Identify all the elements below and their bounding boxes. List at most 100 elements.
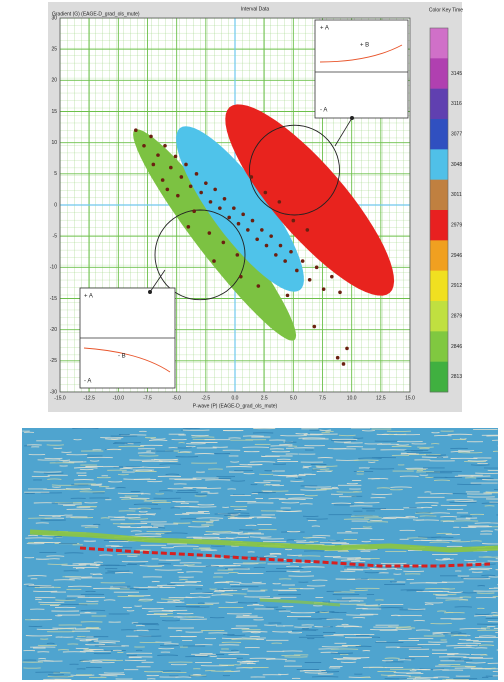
x-tick-label: 10.0 <box>347 395 357 401</box>
axes: -15.0 -12.5 -10.0 -7.5 -5.0 -2.5 0.0 2.5 5.0 7.5 1… <box>50 15 415 401</box>
texture-stroke <box>358 457 382 459</box>
point <box>278 243 283 248</box>
point <box>142 143 146 148</box>
point <box>232 206 236 210</box>
texture-stroke <box>70 674 95 677</box>
cluster-ellipse <box>176 126 304 292</box>
colorbar-segment <box>430 331 448 362</box>
texture-stroke <box>84 526 99 529</box>
point <box>335 355 340 360</box>
texture-stroke <box>331 486 339 489</box>
y-tick-label: 25 <box>51 46 57 52</box>
point <box>156 153 160 157</box>
texture-stroke <box>92 523 101 526</box>
texture-stroke <box>103 599 116 601</box>
y-tick-label: 15 <box>51 109 57 115</box>
colorbar-segment <box>430 179 448 211</box>
x-tick-label: 15.0 <box>405 395 415 401</box>
point <box>314 265 319 270</box>
texture-stroke <box>339 653 349 656</box>
texture-stroke <box>476 477 494 480</box>
texture-stroke <box>432 633 444 635</box>
colorbar-tick-label: 3011 <box>451 192 462 198</box>
colorbar-tick-label: 3048 <box>451 162 462 168</box>
texture-stroke <box>27 534 39 537</box>
texture-stroke <box>405 515 416 518</box>
y-tick-label: -30 <box>50 389 57 395</box>
point <box>221 240 226 245</box>
point <box>338 290 342 295</box>
texture-stroke <box>362 429 375 432</box>
point <box>134 128 138 132</box>
plot-frame <box>59 17 411 393</box>
x-tick-label: -5.0 <box>172 395 181 401</box>
point <box>236 221 241 226</box>
selection-circle <box>154 209 246 301</box>
point <box>260 228 264 232</box>
point <box>169 165 173 170</box>
texture-stroke <box>212 532 240 534</box>
y-tick-label: 20 <box>51 78 57 84</box>
x-tick-label: -15.0 <box>54 395 66 401</box>
point <box>249 175 254 179</box>
y-tick-label: -10 <box>50 265 57 271</box>
texture-stroke <box>160 644 179 647</box>
texture-stroke <box>117 553 141 556</box>
y-tick-label: -15 <box>50 296 57 302</box>
y-tick-label: 30 <box>51 15 57 21</box>
colorbar-tick-label: 3077 <box>451 131 462 137</box>
point <box>213 187 217 192</box>
y-tick-label: 5 <box>54 171 57 177</box>
point <box>151 162 156 167</box>
point <box>163 143 167 148</box>
point <box>208 200 213 204</box>
x-tick-label: -12.5 <box>83 395 95 401</box>
texture-stroke <box>447 591 463 593</box>
point <box>204 181 208 185</box>
point <box>194 172 199 176</box>
point <box>176 193 180 198</box>
texture-stroke <box>445 599 469 601</box>
texture-stroke <box>478 644 495 646</box>
texture-stroke <box>264 555 277 557</box>
colorbar-tick-label: 2912 <box>451 283 462 289</box>
texture-stroke <box>148 610 173 612</box>
point <box>274 253 278 257</box>
point <box>255 237 259 242</box>
colorbar-tick-label: 2846 <box>451 344 462 350</box>
point <box>305 228 310 232</box>
colorbar-segment <box>430 240 448 271</box>
point <box>218 206 222 210</box>
point <box>149 134 153 139</box>
x-tick-label: 12.5 <box>376 395 386 401</box>
x-tick-label: -7.5 <box>143 395 152 401</box>
texture-stroke <box>387 675 411 677</box>
point <box>188 184 193 189</box>
point <box>222 196 227 201</box>
point <box>186 225 191 229</box>
x-tick-label: 2.5 <box>261 395 268 401</box>
x-tick-label: 5.0 <box>290 395 297 401</box>
texture-stroke <box>298 437 326 439</box>
colorbar-segment <box>430 119 448 150</box>
colorbar-tick-label: 3116 <box>451 101 462 107</box>
texture-stroke <box>72 428 99 429</box>
colorbar-tick-label: 2879 <box>451 313 462 319</box>
colorbar-tick-label: 2813 <box>451 374 462 380</box>
point <box>227 215 231 220</box>
texture-stroke <box>98 642 116 644</box>
point <box>246 228 250 232</box>
point <box>256 284 261 288</box>
texture-stroke <box>459 628 487 630</box>
texture-stroke <box>165 473 180 476</box>
y-axis-label: Gradient (G) (EAGE-D_grad_ols_mute) <box>52 11 140 17</box>
colorbar-segment <box>430 28 448 59</box>
point <box>160 178 165 182</box>
texture-stroke <box>249 461 276 463</box>
point <box>165 187 170 192</box>
point <box>277 200 282 204</box>
texture-stroke <box>148 439 168 442</box>
annotation: + A <box>320 26 329 32</box>
texture-stroke <box>158 647 175 650</box>
